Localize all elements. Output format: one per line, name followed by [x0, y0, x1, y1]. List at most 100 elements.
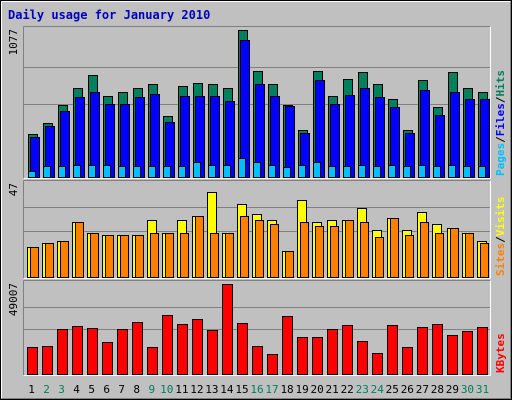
- bar-pages-day-23: [358, 165, 366, 178]
- x-tick-label-day-19: 19: [295, 383, 308, 396]
- bar-pages-day-9: [148, 166, 156, 178]
- bar-sites-day-30: [465, 233, 474, 278]
- bar-sites-day-25: [390, 218, 399, 278]
- x-tick-label-day-3: 3: [58, 383, 65, 396]
- legend-item-kbytes: KBytes: [494, 333, 507, 373]
- bar-files-day-15: [240, 40, 250, 178]
- bar-files-day-31: [480, 99, 490, 178]
- bar-sites-day-14: [225, 233, 234, 278]
- bar-kbytes-day-21: [327, 329, 338, 375]
- bar-pages-day-5: [88, 165, 96, 178]
- bar-kbytes-day-19: [297, 337, 308, 375]
- x-tick-label-day-6: 6: [103, 383, 110, 396]
- bar-pages-day-4: [73, 165, 81, 178]
- bar-kbytes-day-9: [147, 347, 158, 375]
- x-tick-label-day-16: 16: [250, 383, 263, 396]
- bar-files-day-23: [360, 88, 370, 178]
- bar-kbytes-day-14: [222, 284, 233, 375]
- x-tick-label-day-23: 23: [356, 383, 369, 396]
- bar-pages-day-12: [193, 162, 201, 178]
- bar-sites-day-3: [60, 241, 69, 278]
- bar-kbytes-day-26: [402, 347, 413, 375]
- bar-files-day-8: [135, 97, 145, 178]
- x-tick-label-day-28: 28: [431, 383, 444, 396]
- bar-kbytes-day-10: [162, 315, 173, 375]
- bar-sites-day-28: [435, 233, 444, 278]
- bar-kbytes-day-20: [312, 337, 323, 375]
- bar-pages-day-18: [283, 167, 291, 178]
- bar-pages-day-19: [298, 165, 306, 178]
- bar-sites-day-23: [360, 222, 369, 278]
- bar-files-day-27: [420, 90, 430, 178]
- bar-sites-day-16: [255, 220, 264, 278]
- x-tick-label-day-20: 20: [311, 383, 324, 396]
- bar-pages-day-15: [238, 158, 246, 178]
- legend-separator: /: [494, 96, 507, 103]
- y-max-label-2: 47: [7, 183, 20, 196]
- x-tick-label-day-22: 22: [341, 383, 354, 396]
- bar-kbytes-day-30: [462, 331, 473, 375]
- bar-sites-day-18: [285, 251, 294, 278]
- bar-pages-day-1: [28, 171, 36, 178]
- bar-sites-day-20: [315, 226, 324, 278]
- bar-pages-day-16: [253, 162, 261, 178]
- bar-pages-day-3: [58, 166, 66, 178]
- bar-pages-day-27: [418, 165, 426, 178]
- bar-kbytes-day-7: [117, 329, 128, 375]
- bar-pages-day-20: [313, 162, 321, 178]
- bar-kbytes-day-28: [432, 324, 443, 375]
- bar-kbytes-day-27: [417, 327, 428, 375]
- bar-files-day-18: [285, 106, 295, 178]
- x-tick-label-day-25: 25: [386, 383, 399, 396]
- bar-sites-day-12: [195, 216, 204, 278]
- x-tick-label-day-7: 7: [118, 383, 125, 396]
- x-tick-label-day-12: 12: [190, 383, 203, 396]
- chart-title: Daily usage for January 2010: [8, 8, 210, 22]
- bar-sites-day-9: [150, 233, 159, 278]
- bar-sites-day-5: [90, 233, 99, 278]
- bar-sites-day-24: [375, 237, 384, 278]
- bar-sites-day-1: [30, 247, 39, 278]
- x-tick-label-day-2: 2: [43, 383, 50, 396]
- bar-files-day-9: [150, 94, 160, 178]
- x-tick-label-day-21: 21: [326, 383, 339, 396]
- bar-sites-day-2: [45, 243, 54, 278]
- bar-sites-day-15: [240, 216, 249, 278]
- bar-kbytes-day-22: [342, 325, 353, 375]
- bar-files-day-22: [345, 95, 355, 178]
- legend-item-hits: Hits: [494, 70, 507, 97]
- legend-item-pages: Pages: [494, 143, 507, 176]
- x-tick-label-day-31: 31: [476, 383, 489, 396]
- bar-files-day-29: [450, 92, 460, 178]
- legend-item-visits: Visits: [494, 197, 507, 237]
- legend-separator: /: [494, 136, 507, 143]
- bar-pages-day-24: [373, 166, 381, 178]
- bar-pages-day-10: [163, 166, 171, 178]
- bar-kbytes-day-1: [27, 347, 38, 375]
- bar-kbytes-day-2: [42, 346, 53, 375]
- bar-sites-day-6: [105, 235, 114, 278]
- bar-kbytes-day-23: [357, 341, 368, 375]
- bar-files-day-30: [465, 99, 475, 178]
- bar-files-day-5: [90, 92, 100, 178]
- x-tick-label-day-17: 17: [265, 383, 278, 396]
- bar-pages-day-2: [43, 166, 51, 178]
- bar-sites-day-11: [180, 233, 189, 278]
- x-tick-label-day-18: 18: [280, 383, 293, 396]
- bar-kbytes-day-15: [237, 323, 248, 375]
- bar-pages-day-17: [268, 165, 276, 178]
- legend-2: Sites/Visits: [494, 197, 507, 277]
- bar-kbytes-day-25: [387, 325, 398, 375]
- bar-pages-day-14: [223, 165, 231, 178]
- bar-kbytes-day-29: [447, 335, 458, 375]
- x-tick-label-day-30: 30: [461, 383, 474, 396]
- bar-kbytes-day-17: [267, 354, 278, 375]
- bar-files-day-11: [180, 96, 190, 178]
- x-tick-label-day-9: 9: [148, 383, 155, 396]
- bar-sites-day-29: [450, 228, 459, 278]
- x-tick-label-day-29: 29: [446, 383, 459, 396]
- bar-pages-day-22: [343, 166, 351, 178]
- bar-sites-day-7: [120, 235, 129, 278]
- bar-sites-day-4: [75, 222, 84, 278]
- x-tick-label-day-5: 5: [88, 383, 95, 396]
